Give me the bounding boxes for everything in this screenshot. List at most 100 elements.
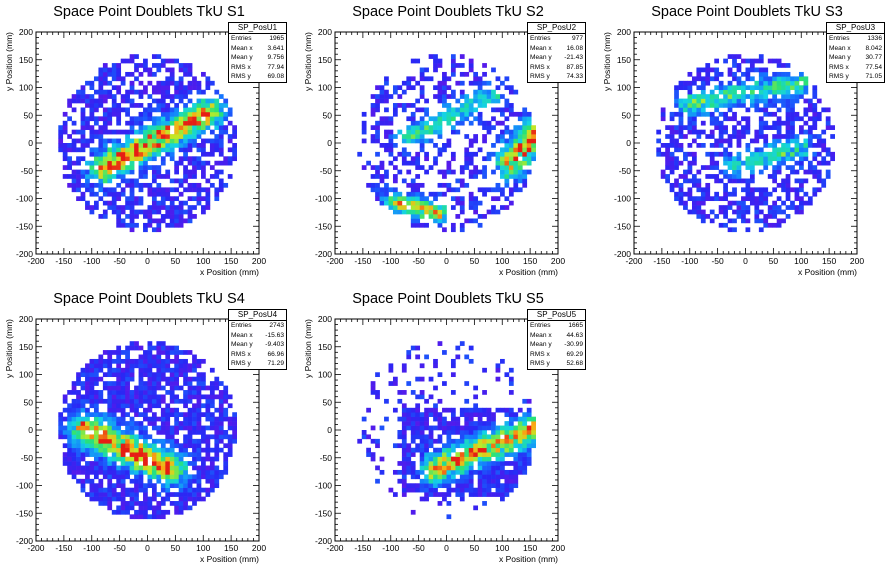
heatmap-bin (218, 120, 224, 126)
y-tick-label: 50 (323, 397, 333, 407)
heatmap-bin (138, 160, 144, 166)
heatmap-bin (116, 483, 122, 489)
heatmap-bin (156, 129, 162, 135)
heatmap-bin (151, 147, 157, 153)
heatmap-bin (732, 116, 737, 122)
heatmap-bin (410, 434, 416, 440)
heatmap-bin (218, 407, 224, 413)
heatmap-bin (192, 416, 197, 422)
heatmap-bin (687, 165, 693, 170)
heatmap-bin (357, 151, 363, 157)
heatmap-bin (397, 191, 403, 197)
heatmap-bin (464, 98, 470, 104)
heatmap-bin (370, 138, 376, 144)
heatmap-bin (80, 143, 86, 148)
heatmap-bin (691, 80, 697, 86)
heatmap-bin (723, 156, 728, 162)
heatmap-bin (196, 487, 202, 493)
y-tick-label: 50 (323, 110, 333, 120)
heatmap-bin (107, 434, 113, 440)
heatmap-bin (116, 438, 122, 444)
heatmap-bin (151, 421, 157, 426)
heatmap-bin (803, 138, 809, 144)
heatmap-bin (209, 412, 215, 417)
heatmap-bin (205, 160, 211, 166)
heatmap-bin (384, 120, 389, 126)
heatmap-bin (147, 514, 153, 520)
heatmap-bin (107, 438, 113, 444)
heatmap-bin (758, 94, 764, 99)
heatmap-bin (745, 71, 751, 77)
heatmap-bin (415, 120, 421, 126)
heatmap-bin (183, 469, 188, 475)
heatmap-bin (816, 160, 822, 166)
heatmap-bin (125, 456, 130, 462)
heatmap-bin (169, 372, 175, 378)
heatmap-bin (147, 94, 153, 99)
heatmap-bin (120, 151, 126, 157)
heatmap-bin (401, 478, 407, 484)
heatmap-bin (76, 89, 81, 95)
heatmap-bin (799, 143, 804, 148)
heatmap-bin (473, 200, 479, 206)
heatmap-bin (491, 465, 496, 471)
heatmap-bin (165, 196, 171, 202)
heatmap-bin (754, 151, 760, 157)
heatmap-bin (85, 80, 90, 86)
heatmap-bin (736, 120, 742, 126)
y-tick-label: 150 (318, 55, 332, 65)
heatmap-bin (401, 363, 407, 369)
heatmap-bin (178, 205, 184, 210)
heatmap-bin (116, 447, 122, 453)
heatmap-bin (138, 151, 144, 157)
heatmap-bin (807, 134, 813, 139)
heatmap-bin (89, 461, 95, 466)
heatmap-bin (473, 385, 479, 391)
heatmap-bin (160, 443, 166, 449)
heatmap-bin (67, 425, 72, 431)
heatmap-bin (419, 483, 425, 489)
heatmap-bin (660, 169, 666, 175)
heatmap-bin (85, 143, 90, 148)
heatmap-bin (732, 187, 737, 193)
heatmap-bin (98, 196, 104, 202)
heatmap-bin (428, 125, 434, 130)
heatmap-bin (107, 178, 113, 184)
heatmap-bin (120, 505, 126, 511)
heatmap-bin (508, 129, 514, 135)
heatmap-bin (687, 80, 693, 86)
heatmap-bin (98, 214, 104, 219)
heatmap-bin (178, 98, 184, 104)
y-tick-label: -150 (16, 221, 33, 231)
heatmap-bin (406, 447, 412, 453)
heatmap-bin (504, 182, 510, 188)
x-tick-label: -200 (326, 256, 343, 266)
heatmap-bin (98, 447, 104, 453)
heatmap-bin (62, 156, 68, 162)
heatmap-bin (468, 138, 474, 144)
heatmap-bin (375, 129, 380, 135)
heatmap-bin (821, 129, 827, 135)
heatmap-bin (700, 196, 706, 202)
heatmap-bin (397, 461, 403, 466)
heatmap-bin (379, 456, 385, 462)
heatmap-bin (178, 469, 184, 475)
heatmap-bin (397, 434, 403, 440)
heatmap-bin (410, 438, 416, 444)
heatmap-bin (205, 76, 211, 82)
heatmap-bin (183, 178, 188, 184)
heatmap-bin (178, 385, 184, 391)
heatmap-bin (491, 205, 496, 210)
heatmap-bin (406, 209, 412, 215)
heatmap-bin (522, 456, 528, 462)
heatmap-bin (401, 403, 407, 409)
heatmap-bin (67, 156, 72, 162)
heatmap-bin (178, 120, 184, 126)
heatmap-bin (687, 178, 693, 184)
heatmap-bin (187, 134, 193, 139)
heatmap-bin (687, 160, 693, 166)
heatmap-bin (160, 138, 166, 144)
heatmap-bin (522, 129, 528, 135)
heatmap-bin (134, 54, 139, 59)
heatmap-bin (183, 438, 188, 444)
